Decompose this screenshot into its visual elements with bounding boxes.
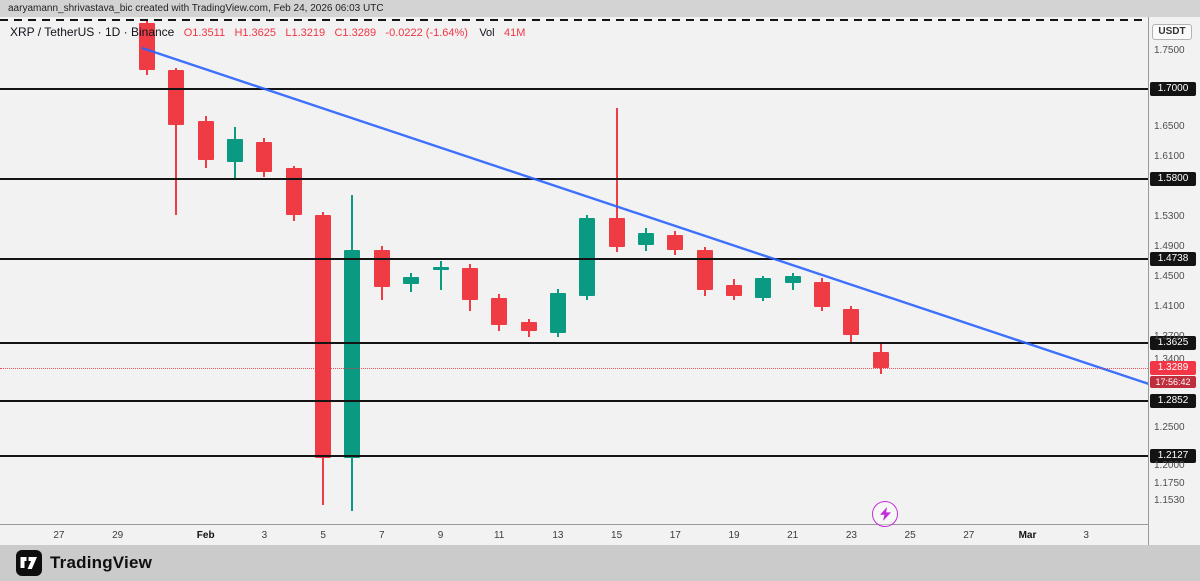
time-tick-label: 13 — [552, 530, 564, 541]
candle-body — [520, 322, 537, 331]
price-tick-label: 1.2500 — [1154, 421, 1185, 433]
candle-body — [197, 120, 214, 160]
price-tick-label: 1.2000 — [1154, 459, 1185, 471]
current-price-badge: 1.3289 — [1150, 361, 1196, 376]
timeframe[interactable]: 1D — [104, 25, 121, 39]
time-tick-label: 15 — [611, 530, 623, 541]
candle-wick — [439, 260, 442, 291]
chart-plot-area[interactable] — [0, 0, 1148, 524]
price-tick-label: 1.5300 — [1154, 211, 1185, 222]
price-level-badge: 1.7000 — [1150, 82, 1196, 96]
price-tick-label: 1.4500 — [1154, 271, 1185, 283]
candle-body — [755, 278, 772, 298]
time-tick-label: 29 — [112, 530, 124, 541]
time-tick-label: 21 — [787, 530, 799, 541]
price-level-line[interactable] — [0, 342, 1148, 345]
price-level-line[interactable] — [0, 454, 1148, 457]
ohlc-low: L1.3219 — [285, 27, 326, 39]
price-tick-label: 1.3400 — [1154, 354, 1185, 366]
symbol-name[interactable]: XRP / TetherUS — [10, 25, 95, 39]
volume-label: Vol — [479, 27, 495, 39]
lightning-icon[interactable] — [872, 501, 898, 527]
time-tick-label: 3 — [261, 530, 268, 541]
candle-body — [315, 214, 332, 458]
price-tick-label: 1.1750 — [1154, 478, 1185, 490]
price-level-line[interactable] — [0, 178, 1148, 181]
time-tick-label: 27 — [963, 530, 975, 541]
time-axis[interactable]: 27 29 Feb 3 5 7 9 11 13 15 17 19 21 23 25 27 Mar 3 — [0, 524, 1148, 546]
footer-bar: TradingView — [0, 545, 1200, 581]
price-level-badge: 1.5800 — [1150, 172, 1196, 187]
candle-body — [256, 142, 273, 172]
price-tick-label: 1.3700 — [1154, 331, 1185, 343]
tradingview-logo-icon[interactable] — [16, 550, 42, 576]
candle-body — [432, 266, 449, 271]
attribution-text: aaryamann_shrivastava_bic created with T… — [8, 3, 384, 14]
lightning-bolt-glyph — [879, 507, 891, 521]
time-tick-label: 27 — [53, 530, 65, 541]
price-level-line[interactable] — [0, 258, 1148, 261]
time-tick-label: Mar — [1018, 530, 1037, 541]
price-level-line[interactable] — [0, 400, 1148, 403]
candle-body — [637, 232, 654, 245]
currency-unit-button[interactable]: USDT — [1152, 24, 1192, 40]
candle-body — [344, 250, 361, 458]
candle-body — [814, 281, 831, 307]
price-tick-label: 1.7500 — [1154, 45, 1185, 57]
candle-body — [696, 250, 713, 291]
candle-body — [667, 235, 684, 251]
time-tick-label: 17 — [669, 530, 681, 541]
time-tick-label: 19 — [728, 530, 740, 541]
time-tick-label: 25 — [904, 530, 916, 541]
price-level-line[interactable] — [0, 18, 1148, 21]
bar-countdown-badge: 17:56:42 — [1150, 376, 1196, 389]
candle-body — [403, 277, 420, 285]
time-tick-label: Feb — [196, 530, 215, 541]
price-level-badge: 1.3625 — [1150, 336, 1196, 351]
time-tick-label: 7 — [379, 530, 385, 541]
price-level-badge: 1.4738 — [1150, 252, 1196, 267]
price-axis[interactable]: USDT 1.7000 1.5800 1.4738 1.3625 1.2852 1.212… — [1148, 0, 1200, 545]
separator: · — [97, 25, 102, 39]
candle-body — [285, 168, 302, 215]
price-level-badge: 1.2852 — [1150, 394, 1196, 409]
attribution-bar: aaryamann_shrivastava_bic created with T… — [0, 0, 1200, 17]
price-tick-label: 1.1530 — [1154, 494, 1185, 506]
ohlc-open: O1.3511 — [183, 27, 226, 39]
ohlc-change: -0.0222 (-1.64%) — [385, 27, 468, 39]
candle-body — [491, 298, 508, 326]
current-price-line — [0, 368, 1148, 370]
candle-body — [549, 293, 566, 333]
candle-body — [227, 139, 244, 163]
price-tick-label: 1.4100 — [1154, 301, 1185, 313]
candle-body — [843, 308, 860, 336]
candle-body — [726, 284, 742, 297]
exchange-name: Binance — [130, 25, 175, 39]
candle-body — [168, 70, 185, 126]
ohlc-close: C1.3289 — [334, 27, 377, 39]
candle-body — [373, 250, 390, 288]
candle-body — [461, 268, 478, 300]
candle-body — [784, 276, 801, 283]
time-tick-label: 11 — [493, 530, 505, 541]
symbol-header: XRP / TetherUS · 1D · Binance O1.3511 H1… — [10, 25, 525, 39]
candle-body — [579, 217, 596, 297]
price-level-badge: 1.2127 — [1150, 448, 1196, 463]
candle-body — [608, 217, 625, 248]
time-tick-label: 5 — [320, 530, 326, 541]
time-tick-label: 3 — [1083, 530, 1089, 541]
volume-value: 41M — [503, 27, 526, 39]
candle-body — [872, 351, 889, 369]
time-tick-label: 9 — [437, 530, 444, 541]
time-tick-label: 23 — [845, 530, 857, 541]
ohlc-high: H1.3625 — [234, 27, 277, 39]
brand-name[interactable]: TradingView — [50, 553, 153, 572]
price-tick-label: 1.4900 — [1154, 241, 1185, 253]
price-level-line[interactable] — [0, 88, 1148, 90]
price-tick-label: 1.6500 — [1154, 120, 1185, 132]
price-tick-label: 1.6100 — [1154, 150, 1185, 162]
separator: · — [123, 25, 128, 39]
